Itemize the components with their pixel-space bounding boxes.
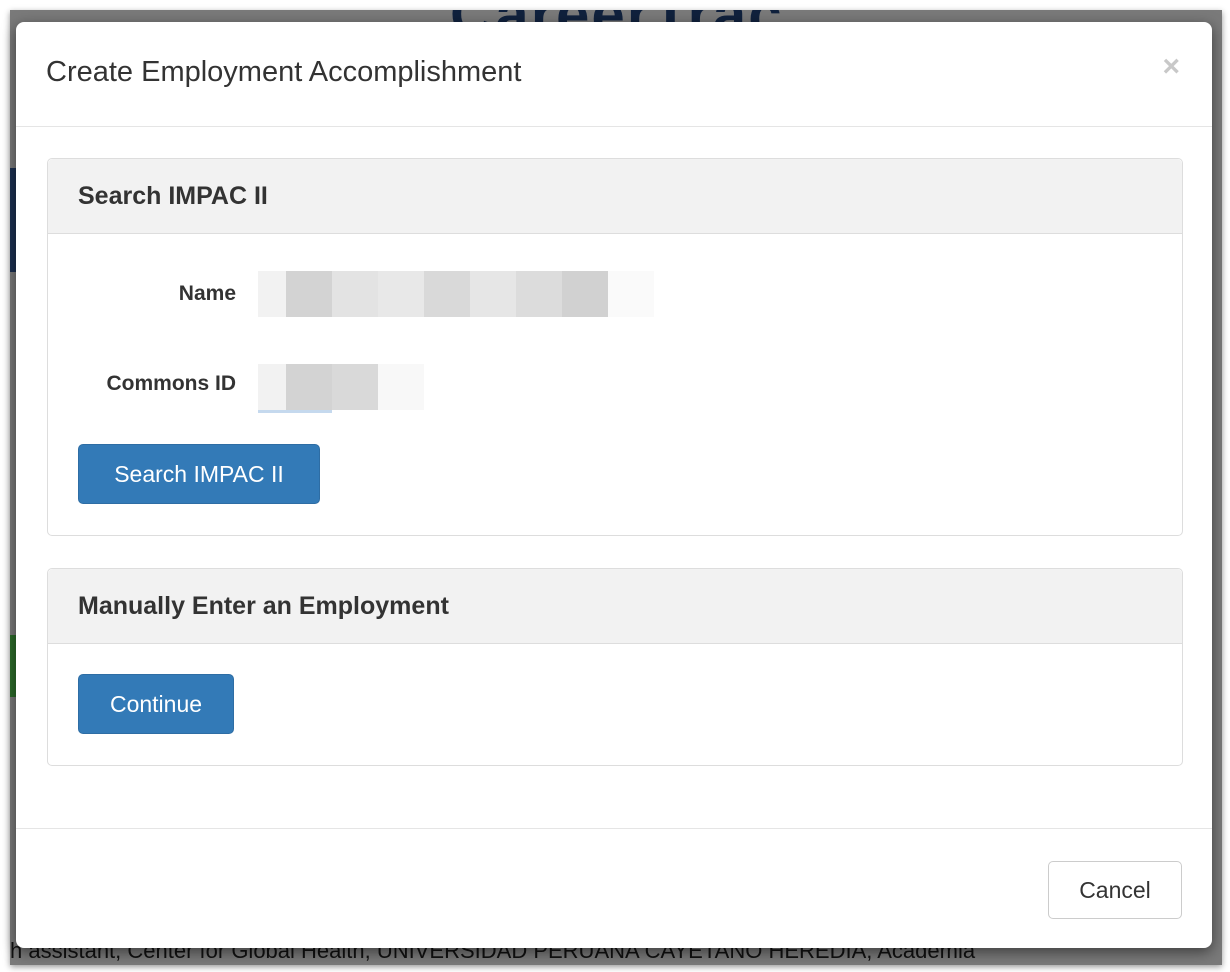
commons-id-field-redacted[interactable] <box>258 364 424 413</box>
background-green-element <box>10 635 18 697</box>
continue-button[interactable]: Continue <box>78 674 234 734</box>
panel-heading: Manually Enter an Employment <box>48 569 1182 644</box>
search-impac-panel: Search IMPAC II Name Commons ID Search I… <box>47 158 1183 536</box>
search-impac-button[interactable]: Search IMPAC II <box>78 444 320 504</box>
commons-id-label: Commons ID <box>106 372 236 395</box>
name-label: Name <box>178 282 236 305</box>
panel-title: Manually Enter an Employment <box>78 592 449 620</box>
modal-footer: Cancel <box>16 828 1212 949</box>
modal-title: Create Employment Accomplishment <box>46 56 522 88</box>
create-employment-modal: Create Employment Accomplishment × Searc… <box>16 22 1212 948</box>
panel-title: Search IMPAC II <box>78 182 268 210</box>
background-header-band <box>10 168 20 272</box>
panel-heading: Search IMPAC II <box>48 159 1182 234</box>
name-field-redacted[interactable] <box>258 271 654 317</box>
manual-entry-panel: Manually Enter an Employment Continue <box>47 568 1183 766</box>
modal-header: Create Employment Accomplishment × <box>16 22 1212 127</box>
close-icon[interactable]: × <box>1162 50 1180 83</box>
cancel-button[interactable]: Cancel <box>1048 861 1182 919</box>
